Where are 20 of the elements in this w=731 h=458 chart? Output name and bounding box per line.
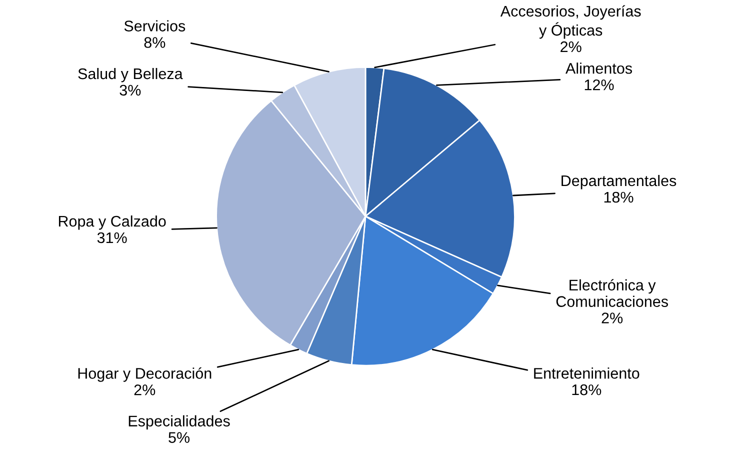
data-label: 18% (572, 384, 602, 396)
data-label: 3% (120, 84, 141, 96)
slice-label: Hogar y Decoración (78, 367, 212, 382)
data-label: 18% (604, 192, 634, 203)
data-label: 2% (560, 41, 582, 52)
slice-label: Accesorios, Joyerías y Ópticas (500, 5, 641, 39)
slice-label: Ropa y Calzado (58, 215, 166, 230)
slice-label: Alimentos (566, 62, 632, 74)
data-label: 2% (134, 384, 156, 396)
data-label: 2% (602, 312, 623, 324)
slice-label: Servicios (124, 20, 186, 32)
data-label: 5% (168, 432, 190, 443)
slice-label: Departamentales (562, 174, 676, 190)
slice-label: Especialidades (128, 415, 230, 430)
slice-label: Salud y Belleza (78, 68, 183, 82)
data-label: 8% (144, 37, 166, 48)
data-label: 31% (97, 232, 127, 244)
slice-label: Electrónica y Comunicaciones (556, 279, 668, 307)
slice-label: Entretenimiento (534, 368, 640, 379)
data-label: 12% (584, 79, 614, 90)
